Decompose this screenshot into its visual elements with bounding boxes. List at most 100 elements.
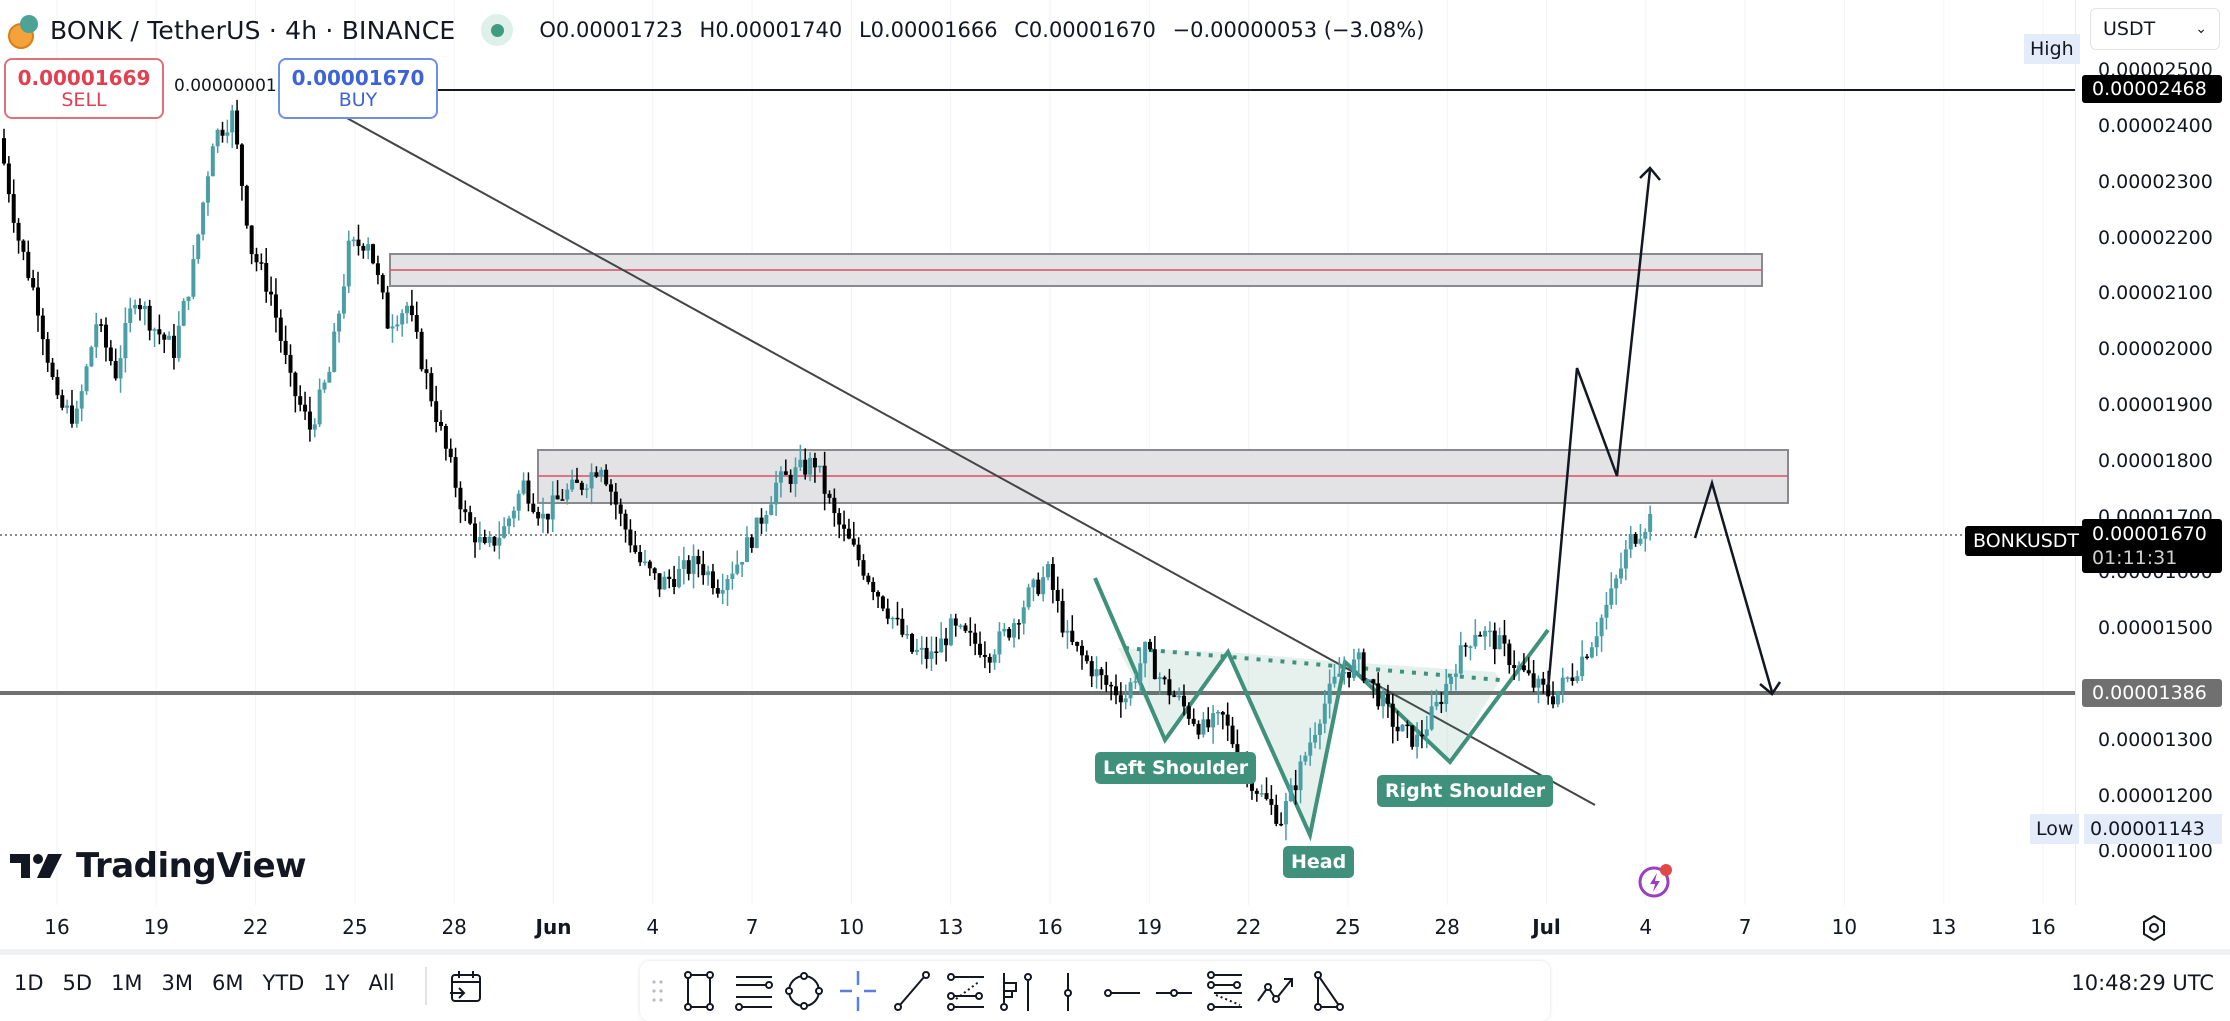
time-tick: 10 — [1831, 915, 1858, 939]
bottom-toolbar: 1D 5D 1M 3M 6M YTD 1Y All 10:48:29 UTC — [0, 949, 2230, 1021]
symbol-title[interactable]: BONK / TetherUS · 4h · BINANCE — [50, 15, 456, 45]
parallel-channel-tool-icon[interactable] — [732, 969, 776, 1013]
path-tool-icon[interactable] — [1254, 969, 1298, 1013]
change-value: −0.00000053 (−3.08%) — [1172, 18, 1425, 42]
symbol-price-tag: BONKUSDT — [1965, 526, 2088, 556]
time-tick: 28 — [1434, 915, 1460, 939]
time-tick: 7 — [1738, 915, 1752, 939]
head-and-shoulders-pattern[interactable] — [1093, 577, 1550, 842]
sell-price: 0.00001669 — [17, 65, 151, 90]
range-ytd[interactable]: YTD — [262, 971, 305, 995]
close-value: C0.00001670 — [1014, 18, 1156, 42]
time-tick: 16 — [1037, 915, 1063, 939]
range-6m[interactable]: 6M — [212, 971, 244, 995]
long-position-tool-icon[interactable] — [996, 969, 1040, 1013]
ellipse-tool-icon[interactable] — [782, 969, 826, 1013]
vertical-line-tool-icon[interactable] — [1046, 969, 1090, 1013]
range-1m[interactable]: 1M — [111, 971, 143, 995]
fib-extension-tool-icon[interactable] — [1204, 969, 1248, 1013]
time-tick: 10 — [838, 915, 865, 939]
time-tick: 19 — [1136, 915, 1163, 939]
price-tick: 0.00001300 — [2098, 728, 2213, 751]
bar-countdown: 01:11:31 — [2092, 547, 2178, 569]
price-tick: 0.00001500 — [2098, 617, 2213, 640]
drawing-toolbar — [640, 961, 1550, 1021]
bearish-projection-path[interactable] — [1693, 478, 1774, 693]
time-tick: 4 — [646, 915, 660, 939]
time-tick: 28 — [441, 915, 467, 939]
triangle-tool-icon[interactable] — [1306, 969, 1350, 1013]
range-5d[interactable]: 5D — [62, 971, 93, 995]
bullish-projection-path[interactable] — [1546, 169, 1652, 691]
logo-text: TradingView — [76, 846, 307, 886]
support-price-label: 0.00001386 — [2082, 679, 2222, 707]
head-label[interactable]: Head — [1283, 846, 1355, 878]
price-tick: 0.00001200 — [2098, 784, 2213, 807]
trend-line-tool-icon[interactable] — [890, 969, 934, 1013]
price-tick: 0.00002400 — [2098, 115, 2213, 137]
bonk-coin-icon — [8, 13, 42, 49]
date-range-selector: 1D 5D 1M 3M 6M YTD 1Y All — [14, 971, 414, 995]
time-axis[interactable]: 16 19 22 25 28 Jun 4 7 10 13 16 19 22 25 28 Jul 4 7 10 13 16 — [0, 905, 2075, 949]
time-tick: 22 — [242, 915, 269, 939]
chevron-down-icon: ⌄ — [2195, 21, 2207, 37]
range-3m[interactable]: 3M — [161, 971, 194, 995]
time-tick: 13 — [1930, 915, 1957, 939]
spread-value: 0.00000001 — [174, 76, 277, 96]
buy-price: 0.00001670 — [291, 65, 425, 90]
time-tick: Jul — [1532, 915, 1561, 939]
right-shoulder-label[interactable]: Right Shoulder — [1377, 775, 1554, 807]
bullish-arrowhead — [1639, 166, 1661, 181]
chart-canvas[interactable] — [0, 0, 2075, 905]
time-tick: 4 — [1639, 915, 1653, 939]
high-line-price-label: 0.00002468 — [2082, 75, 2222, 103]
high-label-tag: High — [2024, 34, 2080, 64]
range-1d[interactable]: 1D — [14, 971, 44, 995]
high-value: H0.00001740 — [699, 18, 843, 42]
go-to-date-calendar-icon[interactable] — [448, 969, 484, 1005]
buy-label: BUY — [338, 88, 378, 111]
utc-clock[interactable]: 10:48:29 UTC — [2071, 971, 2214, 995]
settings-gear-icon[interactable] — [2140, 914, 2168, 942]
time-tick: 16 — [44, 915, 70, 939]
symbol-legend: BONK / TetherUS · 4h · BINANCE O0.000017… — [8, 10, 1434, 50]
tradingview-logo-icon — [10, 854, 62, 878]
time-tick: 19 — [143, 915, 170, 939]
price-tick: 0.00002100 — [2098, 282, 2213, 305]
bearish-arrowhead — [1759, 681, 1782, 696]
currency-select[interactable]: USDT ⌄ — [2090, 8, 2220, 50]
price-axis[interactable]: 0.00002500 0.00002400 0.00002300 0.00002200… — [2075, 0, 2230, 905]
time-tick: 25 — [1335, 915, 1361, 939]
candlestick-series — [2, 99, 1653, 841]
price-tick: 0.00002300 — [2098, 170, 2213, 193]
low-label-tag: Low — [2030, 814, 2080, 844]
range-all[interactable]: All — [368, 971, 395, 995]
downtrend-line[interactable] — [344, 116, 1596, 806]
last-price-value: 0.00001670 — [2092, 523, 2207, 545]
divider — [425, 967, 427, 1005]
time-tick: 16 — [2030, 915, 2056, 939]
fib-retracement-tool-icon[interactable] — [944, 969, 988, 1013]
range-1y[interactable]: 1Y — [323, 971, 350, 995]
drag-handle-icon[interactable] — [652, 979, 664, 1003]
low-value-tag: 0.00001143 — [2084, 814, 2222, 844]
price-tick: 0.00001900 — [2098, 394, 2213, 416]
rectangle-tool-icon[interactable] — [678, 969, 722, 1013]
price-tick: 0.00002000 — [2098, 338, 2213, 361]
ohlc-values: O0.00001723 H0.00001740 L0.00001666 C0.0… — [539, 18, 1434, 42]
sell-button[interactable]: 0.00001669 SELL — [4, 58, 164, 119]
horizontal-ray-tool-icon[interactable] — [1100, 969, 1144, 1013]
time-tick: 22 — [1235, 915, 1262, 939]
price-tick: 0.00002200 — [2098, 226, 2213, 249]
buy-button[interactable]: 0.00001670 BUY — [278, 58, 438, 119]
crosshair-tool-icon[interactable] — [836, 969, 880, 1013]
horizontal-line-tool-icon[interactable] — [1152, 969, 1196, 1013]
lightning-alert-icon[interactable] — [1636, 860, 1676, 900]
left-shoulder-label[interactable]: Left Shoulder — [1095, 752, 1257, 784]
sell-label: SELL — [61, 88, 107, 111]
price-tick: 0.00001100 — [2098, 840, 2213, 863]
market-open-indicator-icon[interactable] — [481, 14, 514, 46]
time-tick: Jun — [535, 915, 572, 939]
tradingview-logo[interactable]: TradingView — [10, 846, 307, 886]
time-tick: 7 — [745, 915, 759, 939]
